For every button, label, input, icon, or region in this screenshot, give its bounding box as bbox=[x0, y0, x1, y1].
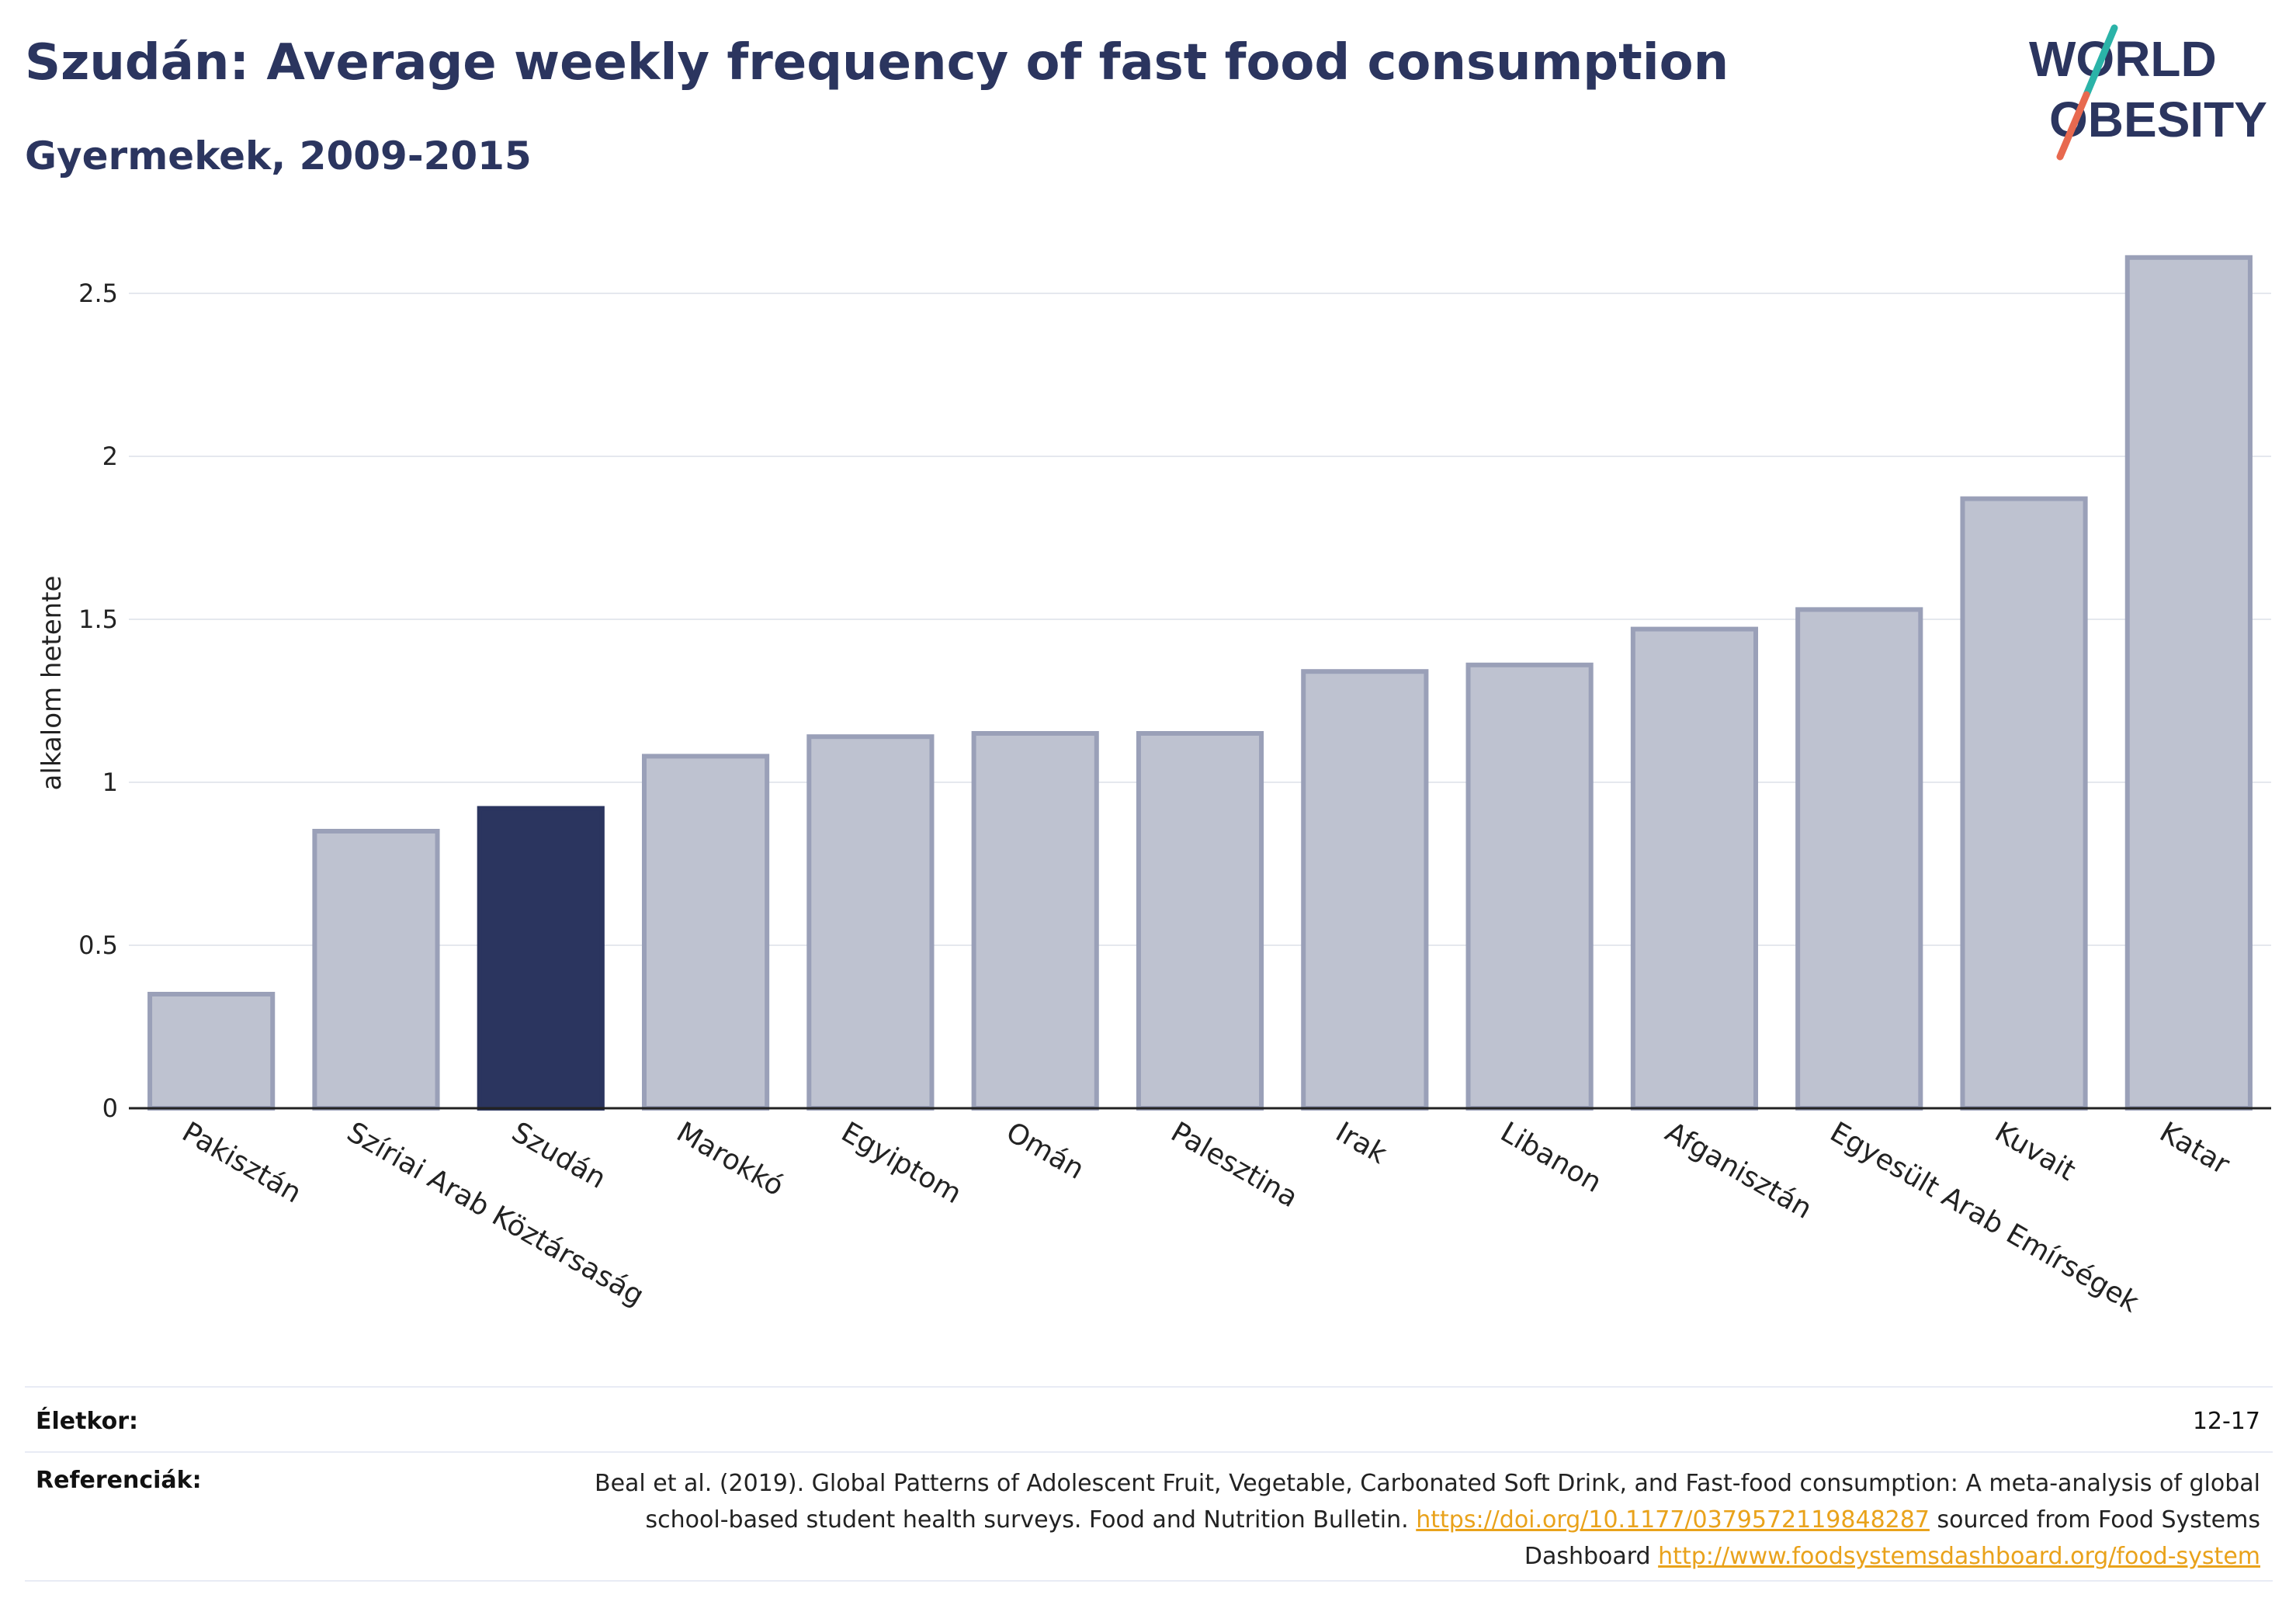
reference-citation: Beal et al. (2019). Global Patterns of A… bbox=[594, 1470, 2260, 1534]
reference-source: sourced from Food Systems Dashboard bbox=[1524, 1506, 2260, 1570]
chart-title: Szudán: Average weekly frequency of fast… bbox=[25, 34, 1729, 92]
x-tick-label: Kuvait bbox=[1989, 1116, 2081, 1187]
doi-link[interactable]: https://doi.org/10.1177/0379572119848287 bbox=[1416, 1506, 1930, 1534]
x-tick-label: Afganisztán bbox=[1660, 1116, 1817, 1225]
bar[interactable] bbox=[477, 806, 605, 1111]
footer-divider-top bbox=[25, 1386, 2273, 1388]
x-tick-label: Katar bbox=[2154, 1116, 2235, 1181]
age-value: 12-17 bbox=[2192, 1408, 2260, 1435]
references-text: Beal et al. (2019). Global Patterns of A… bbox=[553, 1465, 2260, 1575]
footer-divider-bottom bbox=[25, 1580, 2273, 1582]
x-tick-label: Palesztina bbox=[1166, 1116, 1303, 1214]
logo-slash-bottom bbox=[2056, 91, 2090, 161]
x-tick-label: Omán bbox=[1001, 1116, 1089, 1186]
chart-subtitle: Gyermekek, 2009-2015 bbox=[25, 133, 532, 178]
y-tick-label: 1.5 bbox=[78, 605, 118, 634]
y-tick-label: 0.5 bbox=[78, 931, 118, 960]
x-tick-label: Egyiptom bbox=[836, 1116, 967, 1210]
bar-layer bbox=[147, 255, 2253, 1111]
logo-line1: WORLD bbox=[2029, 31, 2217, 87]
y-tick-label: 0 bbox=[102, 1093, 118, 1123]
bar[interactable] bbox=[2124, 255, 2253, 1111]
bar[interactable] bbox=[1301, 669, 1429, 1111]
x-tick-label: Marokkó bbox=[671, 1116, 789, 1202]
x-tick-label: Irak bbox=[1330, 1116, 1393, 1170]
dashboard-link[interactable]: http://www.foodsystemsdashboard.org/food… bbox=[1658, 1543, 2260, 1570]
logo-slash-top bbox=[2083, 24, 2118, 99]
bar[interactable] bbox=[641, 754, 770, 1111]
bar[interactable] bbox=[1795, 607, 1923, 1111]
bar[interactable] bbox=[147, 992, 276, 1111]
x-tick-label: Libanon bbox=[1495, 1116, 1607, 1199]
x-tick-label: Egyesült Arab Emírségek bbox=[1825, 1116, 2145, 1319]
footer-divider-middle bbox=[25, 1451, 2273, 1453]
world-obesity-logo: WORLD OBESITY bbox=[2029, 24, 2267, 161]
bar[interactable] bbox=[971, 731, 1099, 1111]
bar[interactable] bbox=[312, 829, 440, 1111]
y-tick-label: 2.5 bbox=[78, 279, 118, 308]
bar[interactable] bbox=[1630, 626, 1759, 1111]
x-tick-label: Szudán bbox=[506, 1116, 611, 1195]
y-tick-label: 2 bbox=[102, 442, 118, 471]
age-label: Életkor: bbox=[36, 1408, 139, 1435]
bar[interactable] bbox=[1136, 731, 1264, 1111]
y-axis-label: alkalom hetente bbox=[36, 576, 68, 791]
references-label: Referenciák: bbox=[36, 1467, 202, 1494]
bar-chart: 0 0.5 1 1.5 2 2.5 Pakisztán Szíriai Arab Köztár… bbox=[36, 255, 2271, 1319]
bar[interactable] bbox=[806, 734, 935, 1111]
x-tick-label: Pakisztán bbox=[177, 1116, 307, 1209]
x-tick-label: Szíriai Arab Köztársaság bbox=[342, 1116, 649, 1312]
bar[interactable] bbox=[1960, 496, 2088, 1111]
bar[interactable] bbox=[1465, 662, 1594, 1111]
y-tick-label: 1 bbox=[102, 768, 118, 797]
